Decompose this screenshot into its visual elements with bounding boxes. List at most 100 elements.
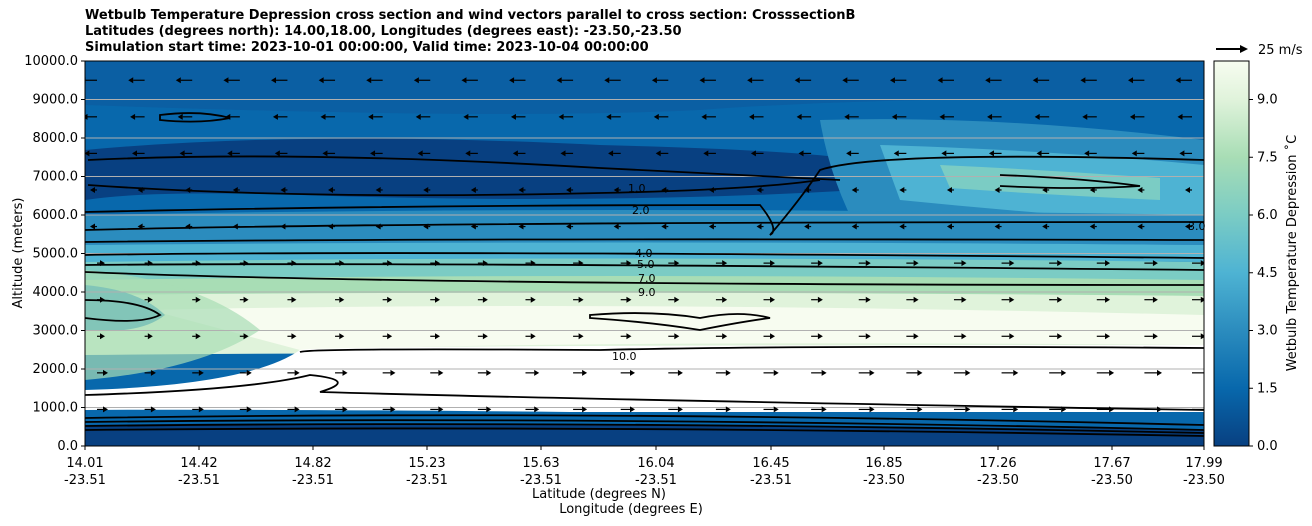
wind-vector-head: [90, 186, 95, 193]
contour-line-10: [299, 345, 1204, 353]
wind-vector-head: [198, 369, 204, 376]
wind-vector-head: [770, 333, 776, 340]
wind-vector-head: [941, 150, 947, 157]
wind-vector-head: [90, 223, 95, 230]
wind-vector-head: [608, 150, 614, 157]
wind-vector-head: [821, 369, 827, 376]
wind-vector-head: [946, 223, 952, 230]
wind-vector-head: [1082, 113, 1088, 120]
wind-vector-head: [509, 77, 515, 84]
wind-vector-head: [320, 113, 326, 120]
wind-vector-head: [518, 223, 524, 230]
colorbar-tick-label: 6.0: [1257, 208, 1278, 223]
wind-vector-head: [85, 150, 90, 157]
wind-vector-head: [291, 333, 297, 340]
wind-vector-head: [556, 77, 562, 84]
wind-vector-head: [132, 150, 138, 157]
wind-vector-head: [865, 296, 871, 303]
wind-vector-head: [794, 77, 800, 84]
wind-vector-head: [227, 150, 233, 157]
wind-vector-head: [844, 113, 850, 120]
wind-vector-head: [566, 186, 572, 193]
x-tick-lat: 14.01: [66, 456, 103, 471]
wind-vector-head: [796, 113, 802, 120]
wind-vector-head: [225, 113, 231, 120]
wind-key-label: 25 m/s: [1258, 43, 1303, 58]
wind-vector-head: [100, 333, 105, 340]
wind-vector-head: [798, 150, 804, 157]
wind-vector-head: [318, 77, 324, 84]
x-tick-lon: -23.50: [863, 473, 905, 488]
wind-vector-head: [985, 77, 991, 84]
contour-line-surface-b: [85, 419, 1204, 431]
wind-vector-head: [243, 333, 249, 340]
wind-vector-head: [1200, 333, 1204, 340]
wind-vector-head: [147, 333, 153, 340]
wind-vector-head: [1109, 406, 1115, 413]
contour-label-4: 4.0: [635, 247, 653, 260]
wind-vector-head: [137, 223, 143, 230]
x-tick-lat: 17.26: [979, 456, 1016, 471]
wind-vector-head: [387, 260, 393, 267]
wind-vector-head: [243, 260, 249, 267]
colorbar-ticks: 0.0 1.5 3.0 4.5 6.0 7.5 9.0: [1249, 93, 1278, 454]
wind-vector-head: [817, 260, 823, 267]
colorbar-tick-label: 0.0: [1257, 439, 1278, 454]
field-band-core: [150, 306, 1204, 350]
y-tick-label: 1000.0: [33, 401, 79, 416]
contour-line-surface-d: [85, 427, 1204, 437]
wind-vector-head: [390, 369, 396, 376]
field-upper-band: [85, 61, 1204, 114]
wind-vector-head: [150, 406, 156, 413]
wind-vector-head: [613, 223, 619, 230]
wind-vector-head: [1156, 369, 1162, 376]
wind-vector-head: [606, 113, 612, 120]
wind-vector-head: [291, 260, 297, 267]
wind-vector-head: [937, 77, 943, 84]
wind-vector-head: [773, 369, 779, 376]
y-tick-label: 5000.0: [33, 247, 79, 262]
y-tick-label: 8000.0: [33, 131, 79, 146]
wind-vector-head: [708, 223, 714, 230]
colorbar-tick-label: 3.0: [1257, 324, 1278, 339]
y-tick-label: 10000.0: [24, 54, 78, 69]
wind-vector-head: [629, 369, 635, 376]
wind-vector-head: [725, 406, 731, 413]
wind-vector-head: [1009, 260, 1015, 267]
wind-vector-head: [946, 186, 952, 193]
wind-vector-head: [1009, 296, 1015, 303]
wind-vector-head: [1129, 113, 1135, 120]
wind-vector-head: [1156, 406, 1162, 413]
wind-vector-head: [626, 296, 632, 303]
contour-label-10: 10.0: [612, 350, 637, 363]
contour-label-2: 2.0: [632, 204, 650, 217]
contour-label-9: 9.0: [638, 286, 656, 299]
y-axis: 0.0 1000.0 2000.0 3000.0 4000.0 5000.0 6000.0 7…: [24, 54, 85, 454]
wind-vector-head: [294, 369, 300, 376]
wind-vector-head: [423, 223, 429, 230]
wind-vector-head: [198, 406, 204, 413]
wind-vector-head: [1177, 113, 1183, 120]
wind-vector-head: [463, 113, 469, 120]
wind-vector-head: [851, 186, 857, 193]
wind-vector-head: [1057, 333, 1063, 340]
wind-vector-head: [722, 260, 728, 267]
x-axis-label: Latitude (degrees N): [532, 487, 666, 502]
wind-vector-head: [770, 296, 776, 303]
y-axis-label: Altitude (meters): [11, 198, 26, 309]
x-tick-lon: -23.51: [635, 473, 677, 488]
wind-vector-head: [1034, 113, 1040, 120]
wind-vector-head: [366, 77, 372, 84]
y-tick-label: 3000.0: [33, 324, 79, 339]
wind-vector-head: [1175, 77, 1181, 84]
wind-vector-head: [415, 113, 421, 120]
wind-vector-head: [482, 296, 488, 303]
wind-vector-head: [85, 113, 88, 120]
wind-vector-head: [1185, 186, 1190, 193]
wind-vector-head: [558, 113, 564, 120]
wind-vector-head: [578, 333, 584, 340]
wind-vector-head: [423, 186, 429, 193]
x-tick-lat: 17.67: [1093, 456, 1130, 471]
wind-vector-head: [1105, 333, 1111, 340]
wind-vector-head: [893, 150, 899, 157]
